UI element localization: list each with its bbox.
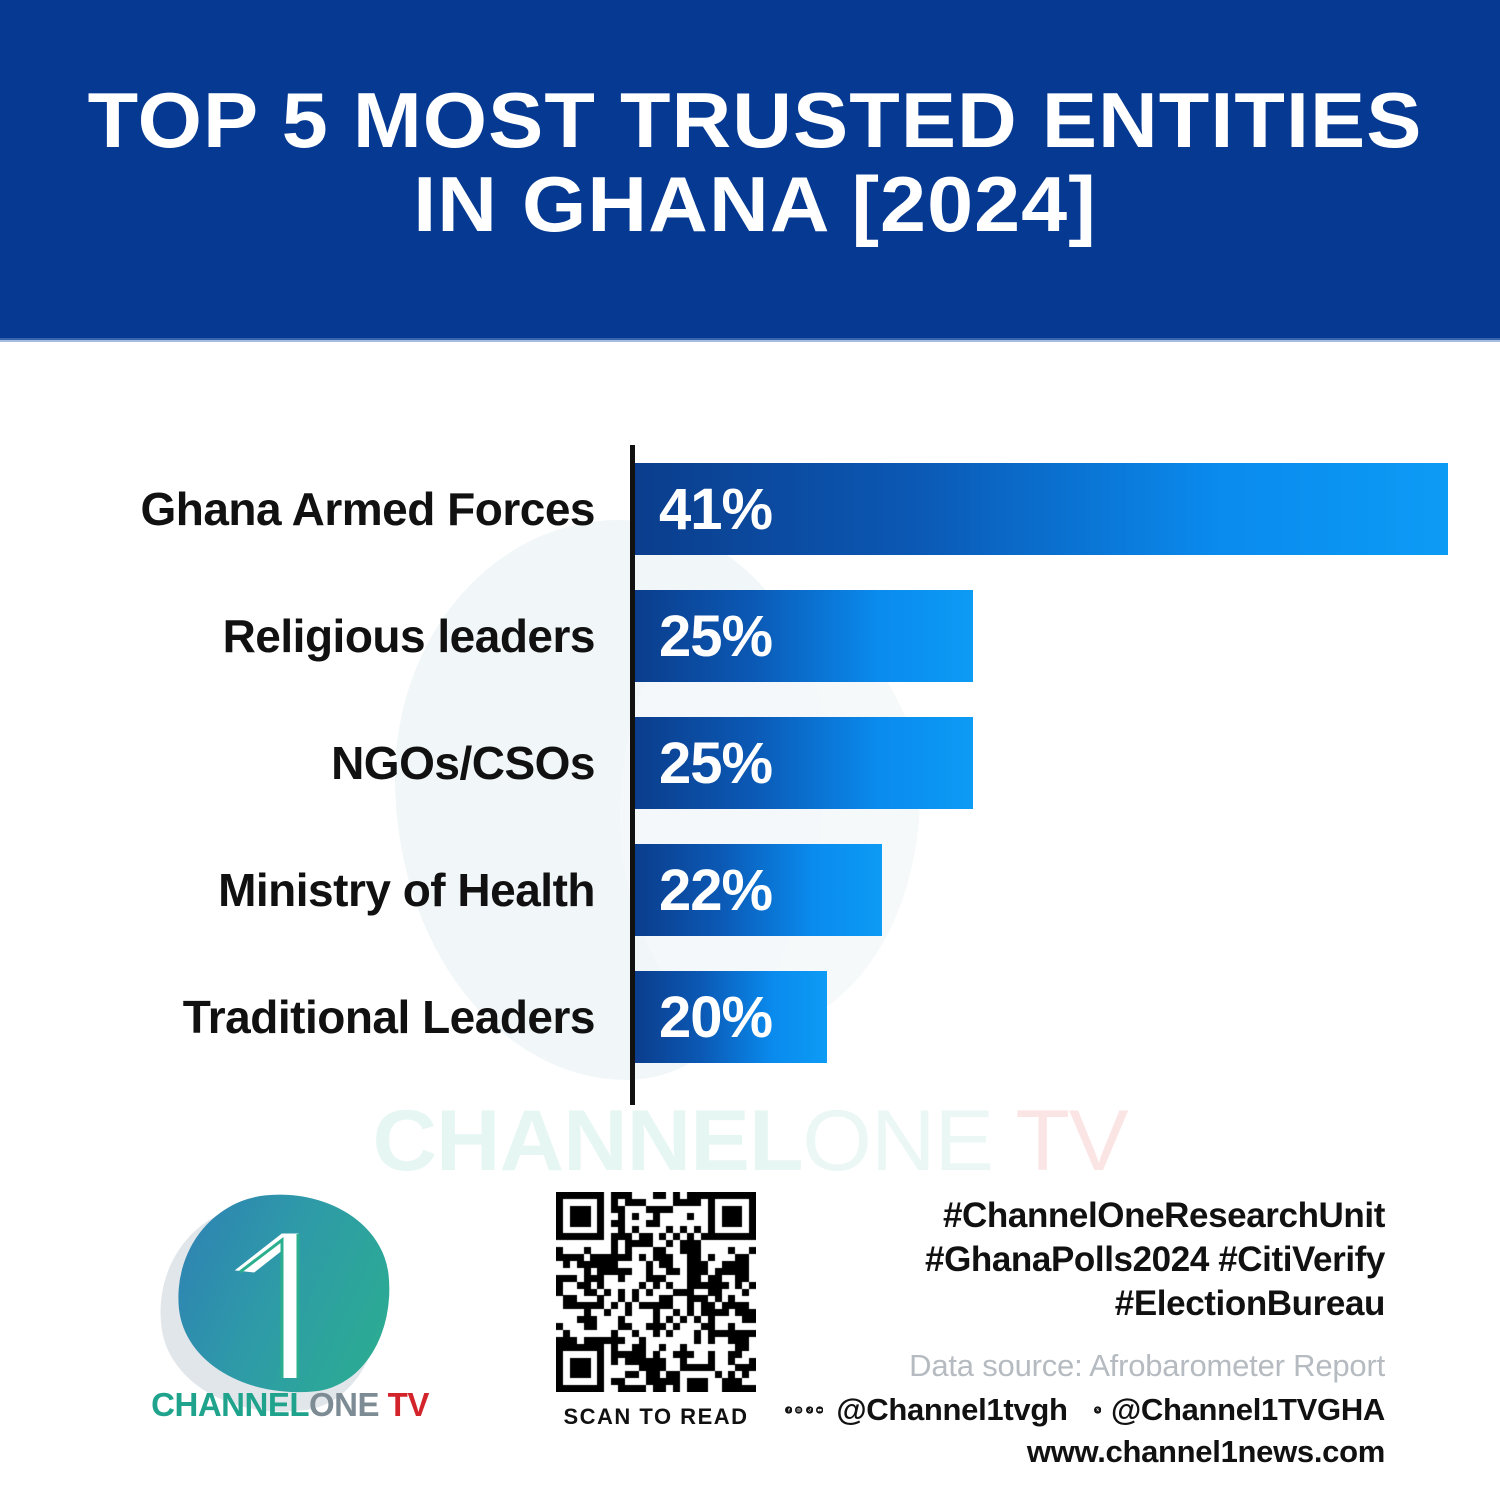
x-twitter-icon[interactable] [1093,1394,1101,1426]
logo-numeral-one-icon [234,1233,300,1378]
facebook-icon[interactable] [785,1394,793,1426]
hashtags: #ChannelOneResearchUnit #GhanaPolls2024 … [785,1194,1385,1326]
qr-code-icon[interactable] [556,1192,756,1392]
hashtag-line-3: #ElectionBureau [1114,1284,1386,1323]
bar-ministry-of-health: 22% [635,844,882,936]
watermark-one: ONE [802,1093,994,1189]
bar-value-label: 20% [659,984,773,1050]
handle-x[interactable]: @Channel1TVGHA [1110,1392,1385,1427]
bar-row: NGOs/CSOs 25% [0,717,1500,809]
social-links-row: @Channel1tvgh @Channel1TVGHA [785,1392,1385,1428]
bar-ghana-armed-forces: 41% [635,463,1448,555]
website-url[interactable]: www.channel1news.com [1026,1434,1385,1469]
handle-primary[interactable]: @Channel1tvgh [836,1392,1068,1427]
bar-ngos-csos: 25% [635,717,973,809]
bar-row: Religious leaders 25% [0,590,1500,682]
hashtag-line-1: #ChannelOneResearchUnit [942,1196,1385,1235]
bar-chart: Ghana Armed Forces 41% Religious leaders… [0,440,1500,1110]
bar-row: Ghana Armed Forces 41% [0,463,1500,555]
bar-value-label: 22% [659,857,773,923]
bar-value-label: 25% [659,603,773,669]
tiktok-icon[interactable] [805,1394,813,1426]
logo-text-channel: CHANNEL [151,1386,309,1423]
header-divider [0,338,1500,342]
youtube-icon[interactable] [815,1394,824,1426]
channel-one-logo: CHANNELONE TV [120,1183,460,1440]
category-label: Religious leaders [222,610,596,662]
watermark-tv: TV [993,1093,1128,1189]
footer: CHANNELONE TV SCAN TO READ #ChannelOneRe… [0,1170,1500,1500]
category-label: Ministry of Health [218,864,595,916]
title-line-1: TOP 5 MOST TRUSTED ENTITIES [87,76,1423,164]
category-label: Ghana Armed Forces [140,483,595,535]
instagram-icon[interactable] [795,1394,803,1426]
qr-caption: SCAN TO READ [563,1404,749,1429]
category-label: Traditional Leaders [182,991,596,1043]
logo-wordmark: CHANNELONE TV [120,1386,460,1424]
bar-row: Ministry of Health 22% [0,844,1500,936]
title-line-2: IN GHANA [2024] [413,160,1097,248]
bar-religious-leaders: 25% [635,590,973,682]
header-band [0,0,1500,340]
bar-value-label: 25% [659,730,773,796]
page-title: TOP 5 MOST TRUSTED ENTITIES IN GHANA [20… [50,78,1460,246]
data-source-note: Data source: Afrobarometer Report [909,1348,1385,1383]
qr-code-block[interactable]: SCAN TO READ [548,1192,764,1430]
hashtag-line-2: #GhanaPolls2024 #CitiVerify [925,1240,1385,1279]
chart-axis-line [630,445,635,1105]
bar-row: Traditional Leaders 20% [0,971,1500,1063]
category-label: NGOs/CSOs [331,737,595,789]
footer-info-block: #ChannelOneResearchUnit #GhanaPolls2024 … [785,1194,1385,1470]
watermark-channel: CHANNEL [372,1093,803,1189]
bar-value-label: 41% [659,476,773,542]
background-watermark: CHANNELONE TV [0,1092,1500,1191]
bar-traditional-leaders: 20% [635,971,827,1063]
logo-text-tv: TV [379,1386,430,1423]
logo-text-one: ONE [308,1386,380,1423]
